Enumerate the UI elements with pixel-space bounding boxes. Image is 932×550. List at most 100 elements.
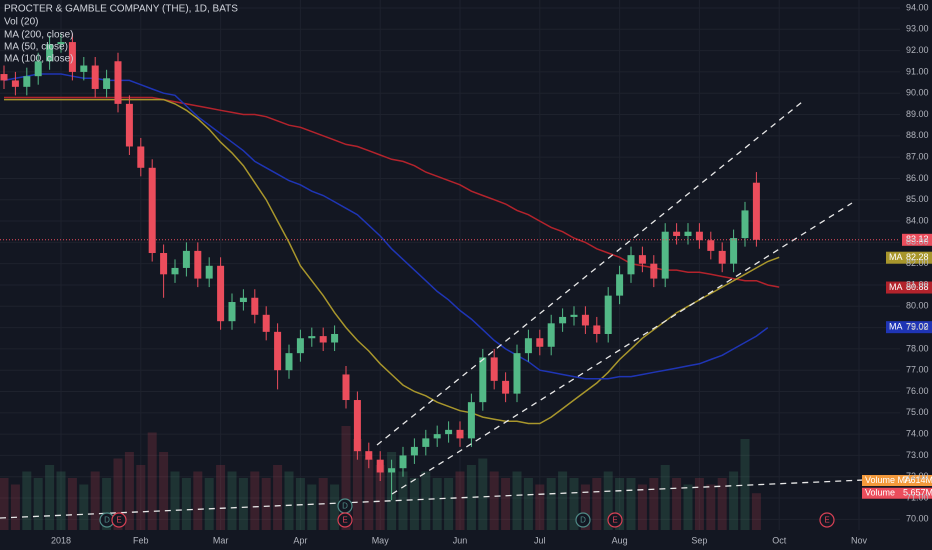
event-marker: [607, 512, 623, 528]
ma-label-value: 80.88: [906, 282, 929, 292]
volume-bar: [421, 471, 431, 530]
x-tick-label: Aug: [612, 535, 628, 545]
axes: 94.00 93.00 92.00 91.00 90.00 89.00 88.00 87.00…: [51, 2, 929, 545]
candle-body: [80, 65, 88, 72]
y-tick-label: 79.00: [906, 322, 929, 332]
candle-body: [399, 455, 407, 469]
last-price-label: 83.12: [906, 234, 929, 244]
volume-bar: [478, 458, 488, 530]
ma-label-prefix: MA: [889, 252, 903, 262]
volume-bar: [546, 478, 556, 530]
candle-body: [217, 265, 225, 322]
candle-body: [490, 357, 498, 381]
volume-bar: [683, 484, 693, 530]
volume-bar: [569, 478, 579, 530]
candle-body: [673, 231, 681, 236]
candle-body: [638, 255, 646, 264]
volume-bar: [364, 458, 374, 530]
candle-body: [570, 314, 578, 317]
volume-bar: [181, 478, 191, 530]
y-tick-label: 84.00: [906, 215, 929, 225]
candle-body: [410, 446, 418, 456]
candle-body: [502, 380, 510, 394]
ma-label-value: 79.02: [906, 322, 929, 332]
y-tick-label: 72.00: [906, 471, 929, 481]
x-tick-label: Jul: [534, 535, 546, 545]
volume-bar: [729, 471, 739, 530]
event-marker: [819, 512, 835, 528]
ma-label-box: [886, 281, 932, 294]
volume-bar: [204, 478, 214, 530]
volume-bar: [0, 478, 9, 530]
x-tick-label: Oct: [772, 535, 787, 545]
legend-title: PROCTER & GAMBLE COMPANY (THE), 1D, BATS: [4, 4, 238, 15]
candle-body: [513, 353, 521, 394]
ma-line: [4, 96, 780, 288]
volume-bar: [717, 478, 727, 530]
candle-body: [730, 238, 738, 264]
candle-body: [741, 210, 749, 239]
volume-bar: [751, 493, 761, 530]
event-label: E: [612, 516, 617, 525]
volume-label-value: 7.614M: [903, 475, 932, 485]
volume-bar: [79, 484, 89, 530]
volume-bar: [740, 439, 750, 530]
y-tick-label: 90.00: [906, 88, 929, 98]
volume-bar: [227, 471, 237, 530]
candle-body: [559, 316, 567, 324]
candle-layer: [0, 33, 760, 501]
x-tick-label: Sep: [691, 535, 707, 545]
candle-body: [103, 78, 111, 89]
y-tick-label: 88.00: [906, 130, 929, 140]
candle-body: [547, 323, 555, 347]
volume-bar: [102, 478, 112, 530]
volume-bar: [124, 452, 134, 530]
volume-bar: [307, 484, 317, 530]
events: D EDE D E E: [99, 498, 835, 528]
volume-bar: [33, 478, 43, 530]
candle-body: [68, 42, 76, 72]
y-tick-label: 89.00: [906, 109, 929, 119]
y-tick-label: 82.00: [906, 258, 929, 268]
ma-label-box: [886, 321, 932, 334]
y-tick-label: 70.00: [906, 514, 929, 524]
event-marker: [337, 512, 353, 528]
candle-body: [296, 338, 304, 354]
candle-body: [251, 297, 259, 315]
candle-body: [160, 253, 168, 275]
candle-body: [581, 314, 589, 326]
volume-bar: [409, 478, 419, 530]
candle-body: [205, 265, 213, 279]
volume-bar: [626, 478, 636, 530]
volume-bar: [603, 471, 613, 530]
volume-bar: [261, 478, 271, 530]
candle-body: [23, 76, 31, 87]
y-tick-label: 86.00: [906, 173, 929, 183]
volume-label-box: [862, 487, 932, 499]
volume-bar: [512, 471, 522, 530]
candle-body: [650, 263, 658, 279]
candle-body: [125, 103, 133, 147]
y-tick-label: 71.00: [906, 492, 929, 502]
candle-body: [91, 65, 99, 89]
candle-body: [331, 333, 339, 343]
candle-body: [376, 459, 384, 473]
y-tick-label: 75.00: [906, 407, 929, 417]
candle-body: [433, 434, 441, 439]
candle-body: [57, 42, 65, 45]
candle-body: [388, 468, 396, 473]
volume-bar: [501, 478, 511, 530]
volume-bar: [295, 478, 305, 530]
candle-body: [34, 61, 42, 77]
ma-label-prefix: MA: [889, 322, 903, 332]
candle-body: [718, 250, 726, 264]
candle-body: [342, 374, 350, 401]
volume-bar: [592, 478, 602, 530]
x-tick-label: 2018: [51, 535, 71, 545]
candle-body: [422, 438, 430, 447]
y-tick-label: 85.00: [906, 194, 929, 204]
y-tick-label: 93.00: [906, 24, 929, 34]
y-tick-label: 78.00: [906, 343, 929, 353]
volume-bar: [694, 478, 704, 530]
candle-body: [137, 146, 145, 168]
